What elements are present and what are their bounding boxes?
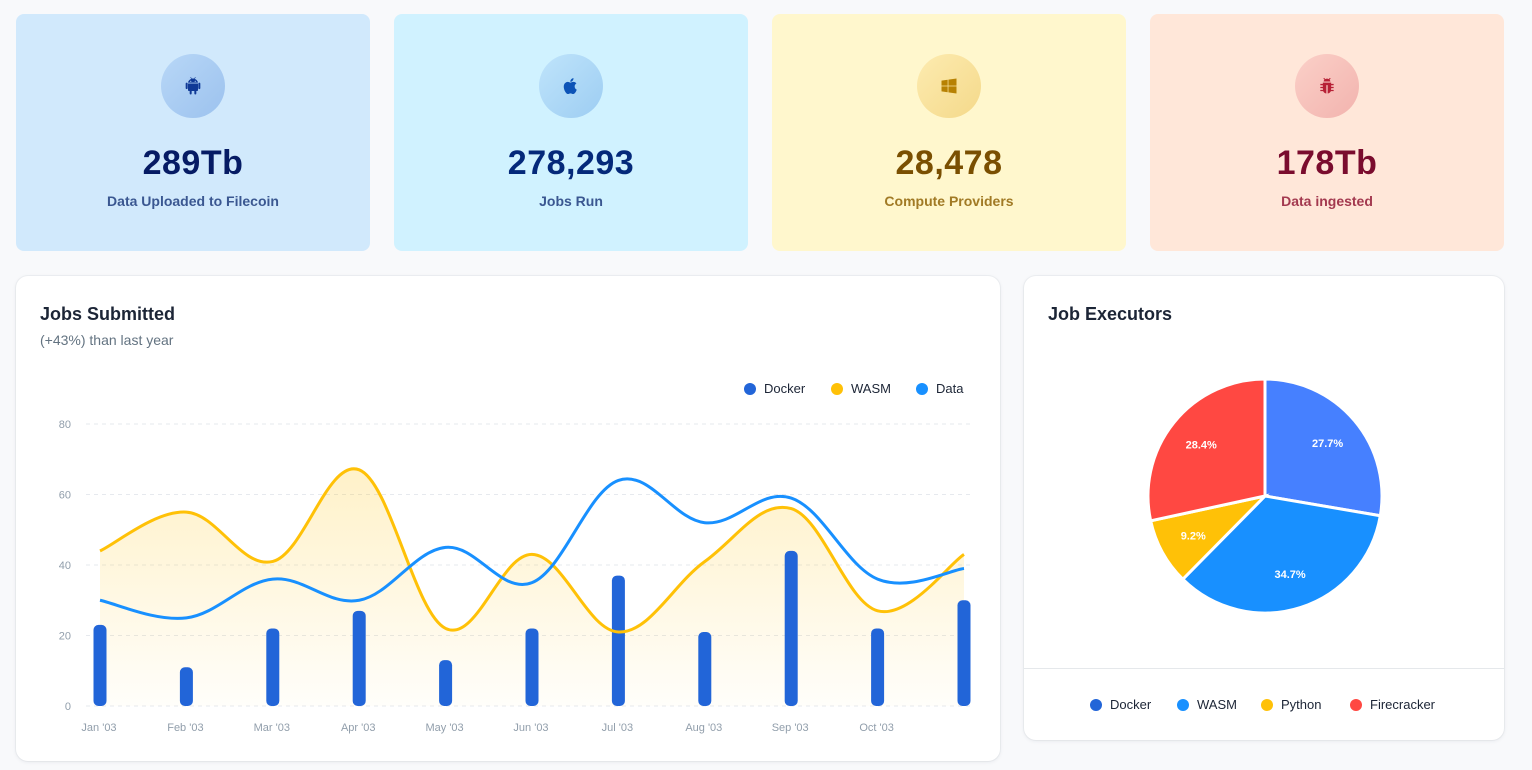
legend-marker	[744, 382, 756, 395]
x-tick-label: Feb '03	[167, 722, 203, 734]
x-tick-label: Sep '03	[772, 722, 809, 734]
legend-marker	[916, 382, 928, 395]
legend-item[interactable]: Data	[916, 381, 963, 396]
bar-docker[interactable]	[611, 575, 625, 706]
stat-card: 28,478 Compute Providers	[772, 14, 1126, 251]
legend-label: Python	[1281, 697, 1322, 712]
legend-item[interactable]: Docker	[1090, 697, 1151, 712]
legend-item[interactable]: Python	[1261, 697, 1321, 712]
bar-docker[interactable]	[957, 600, 971, 706]
job-executors-pie-chart: 27.7% 34.7% 9.2% 28.4%	[1146, 377, 1384, 615]
stat-value: 278,293	[507, 144, 635, 182]
legend-marker	[831, 382, 843, 395]
x-tick-label: May '03	[426, 722, 464, 734]
legend-item[interactable]: Docker	[744, 381, 805, 396]
stat-card: 278,293 Jobs Run	[394, 14, 748, 251]
y-tick-label: 0	[65, 701, 71, 713]
pie-slice-label: 28.4%	[1186, 440, 1217, 452]
legend-label: Firecracker	[1370, 697, 1436, 712]
y-tick-label: 40	[59, 560, 71, 572]
windows-icon	[917, 54, 981, 118]
pie-slice-label: 27.7%	[1312, 438, 1343, 450]
series-wasm-line	[99, 467, 965, 634]
job-executors-title: Job Executors	[1048, 304, 1173, 324]
bar-docker[interactable]	[439, 660, 453, 706]
stat-value: 178Tb	[1276, 144, 1378, 182]
legend-label: WASM	[1197, 697, 1237, 712]
pie-slice[interactable]	[1146, 377, 1267, 523]
y-tick-label: 60	[59, 490, 71, 502]
legend-label: Docker	[764, 381, 806, 396]
jobs-submitted-chart: 0 20 40 60 80 Jan '03 Feb '03 Mar '03 Apr '03 May…	[59, 419, 972, 734]
x-tick-label: Jul '03	[602, 722, 633, 734]
legend-label: Docker	[1110, 697, 1152, 712]
bar-docker[interactable]	[93, 624, 107, 706]
stat-card: 178Tb Data ingested	[1150, 14, 1504, 251]
bar-docker[interactable]	[525, 628, 539, 706]
pie-slice[interactable]	[1263, 377, 1384, 518]
stat-label: Data Uploaded to Filecoin	[107, 193, 279, 209]
legend-item[interactable]: WASM	[831, 381, 891, 396]
legend-marker	[1261, 698, 1273, 711]
jobs-submitted-subtitle: (+43%) than last year	[40, 332, 174, 348]
x-tick-label: Jun '03	[513, 722, 548, 734]
bar-docker[interactable]	[871, 628, 885, 706]
job-executors-card: Job Executors 27.7% 34.7% 9.2% 28.4% Docker…	[1024, 276, 1504, 740]
bar-docker[interactable]	[784, 550, 798, 706]
legend-item[interactable]: WASM	[1177, 697, 1237, 712]
pie-slice-label: 9.2%	[1181, 530, 1206, 542]
stat-card: 289Tb Data Uploaded to Filecoin	[16, 14, 370, 251]
legend-item[interactable]: Firecracker	[1350, 697, 1435, 712]
bar-docker[interactable]	[698, 631, 712, 706]
y-tick-label: 20	[59, 631, 71, 643]
x-tick-label: Jan '03	[81, 722, 116, 734]
pie-slice[interactable]	[1180, 494, 1383, 615]
legend-marker	[1177, 698, 1189, 711]
series-data-line	[99, 477, 965, 620]
stat-label: Data ingested	[1281, 193, 1373, 209]
android-icon	[161, 54, 225, 118]
stat-value: 289Tb	[142, 144, 244, 182]
x-tick-label: Oct '03	[859, 722, 894, 734]
stat-label: Jobs Run	[539, 193, 603, 209]
apple-icon	[539, 54, 603, 118]
y-tick-label: 80	[59, 419, 71, 431]
jobs-submitted-title: Jobs Submitted	[40, 304, 176, 324]
bar-docker[interactable]	[352, 610, 366, 706]
x-tick-label: Apr '03	[341, 722, 376, 734]
bug-icon	[1295, 54, 1359, 118]
stat-value: 28,478	[895, 144, 1003, 182]
bar-docker[interactable]	[179, 667, 193, 706]
legend-marker	[1350, 698, 1362, 711]
legend-label: Data	[936, 381, 964, 396]
legend-label: WASM	[851, 381, 891, 396]
x-tick-label: Aug '03	[685, 722, 722, 734]
pie-slice-label: 34.7%	[1274, 569, 1305, 581]
card-divider	[1024, 668, 1504, 669]
x-tick-label: Mar '03	[254, 722, 290, 734]
series-wasm-area	[100, 468, 964, 706]
jobs-submitted-card: Jobs Submitted (+43%) than last year Doc…	[16, 276, 1000, 761]
bar-docker[interactable]	[266, 628, 280, 706]
stat-label: Compute Providers	[884, 193, 1014, 209]
legend-marker	[1090, 698, 1102, 711]
